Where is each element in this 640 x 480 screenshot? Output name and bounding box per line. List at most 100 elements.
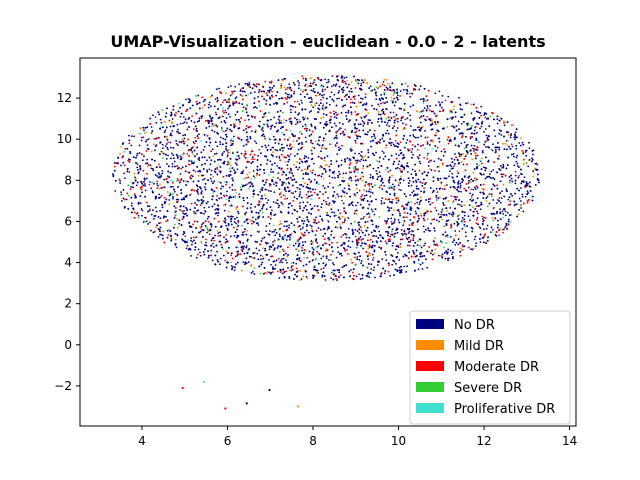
scatter-point (359, 235, 362, 238)
scatter-point (459, 108, 462, 110)
scatter-point (140, 186, 142, 188)
scatter-point (457, 180, 460, 183)
scatter-point (381, 150, 384, 153)
scatter-point (441, 162, 444, 165)
scatter-point (475, 106, 478, 109)
scatter-point (441, 256, 444, 259)
scatter-point (329, 95, 332, 98)
scatter-point (232, 140, 234, 143)
scatter-point (298, 166, 301, 169)
scatter-point (292, 192, 295, 195)
scatter-point (342, 202, 345, 205)
scatter-point (191, 240, 194, 243)
scatter-point (402, 216, 405, 219)
scatter-point (143, 155, 145, 158)
scatter-point (428, 109, 431, 112)
scatter-point (426, 158, 429, 160)
scatter-point (445, 165, 448, 167)
scatter-point (442, 202, 444, 204)
scatter-point (387, 116, 390, 119)
scatter-point (263, 194, 266, 197)
scatter-point (316, 241, 319, 244)
scatter-point (257, 95, 260, 98)
scatter-point (148, 221, 151, 224)
scatter-point (302, 217, 305, 220)
scatter-point (382, 101, 384, 104)
scatter-point (469, 198, 472, 201)
scatter-point (470, 112, 473, 115)
scatter-point (342, 123, 344, 125)
scatter-point (417, 136, 420, 139)
scatter-point (311, 82, 314, 85)
scatter-point (314, 140, 317, 143)
scatter-point (504, 210, 507, 213)
scatter-point (130, 202, 133, 205)
scatter-point (163, 178, 166, 181)
scatter-point (386, 166, 389, 169)
scatter-point (289, 108, 292, 111)
scatter-point (288, 118, 291, 121)
scatter-point (322, 108, 325, 111)
scatter-point (272, 224, 275, 227)
scatter-point (164, 129, 167, 132)
scatter-point (288, 277, 291, 280)
scatter-point (260, 263, 263, 266)
scatter-point (371, 253, 374, 256)
scatter-point (342, 91, 344, 94)
scatter-point (261, 211, 264, 214)
scatter-point (431, 218, 434, 221)
scatter-point (329, 215, 332, 218)
scatter-point (330, 85, 333, 88)
scatter-point (170, 239, 173, 242)
scatter-point (192, 236, 195, 239)
scatter-point (223, 150, 226, 153)
scatter-point (176, 234, 179, 237)
scatter-point (368, 246, 371, 248)
scatter-point (408, 224, 411, 226)
scatter-point (465, 235, 467, 238)
scatter-point (320, 147, 323, 150)
scatter-point (509, 221, 512, 223)
scatter-point (370, 191, 372, 194)
scatter-point (220, 185, 223, 188)
scatter-point (408, 179, 411, 182)
scatter-point (307, 195, 310, 198)
scatter-point (248, 83, 251, 86)
scatter-point (397, 244, 399, 247)
scatter-point (278, 277, 281, 279)
scatter-point (160, 187, 163, 189)
scatter-point (267, 144, 270, 147)
scatter-point (514, 174, 517, 177)
scatter-point (311, 259, 314, 262)
scatter-point (463, 218, 466, 221)
scatter-point (485, 240, 488, 243)
scatter-point (470, 197, 473, 199)
scatter-point (188, 222, 191, 224)
scatter-point (294, 111, 297, 114)
scatter-point (396, 117, 399, 120)
scatter-point (118, 178, 121, 181)
scatter-point (384, 251, 387, 253)
scatter-point (244, 107, 247, 110)
scatter-point (288, 93, 290, 96)
scatter-point (283, 138, 286, 141)
scatter-point (414, 202, 416, 205)
scatter-point (419, 263, 422, 266)
scatter-point (361, 274, 364, 276)
scatter-point (322, 228, 325, 231)
scatter-point (370, 263, 373, 266)
scatter-point (498, 129, 501, 131)
scatter-point (161, 237, 164, 240)
scatter-point (290, 111, 292, 114)
scatter-point (447, 200, 450, 203)
scatter-point (196, 188, 199, 191)
scatter-point (201, 96, 203, 99)
scatter-point (239, 253, 242, 256)
scatter-point (427, 165, 430, 167)
scatter-point (234, 97, 237, 100)
scatter-point (342, 86, 345, 89)
scatter-point (402, 222, 405, 224)
scatter-point (337, 128, 340, 131)
scatter-point (361, 194, 364, 196)
scatter-point (293, 224, 296, 227)
